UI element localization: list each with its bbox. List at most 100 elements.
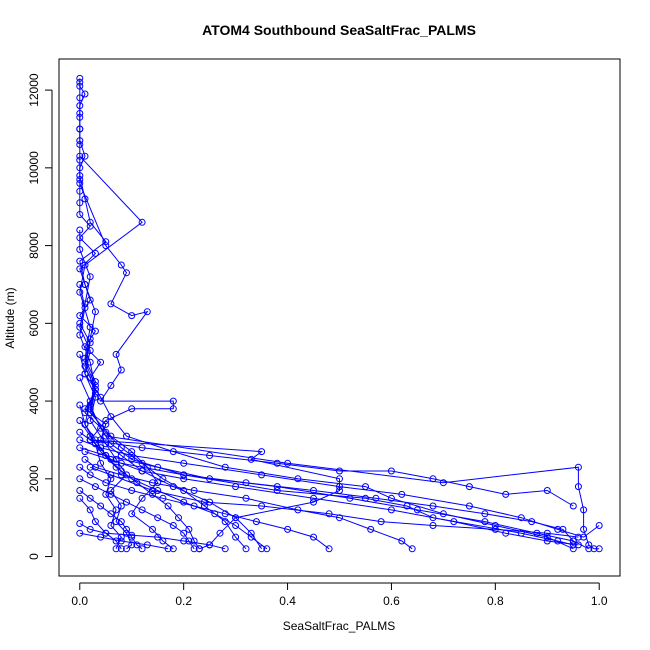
data-point	[107, 487, 115, 494]
data-point	[86, 397, 94, 405]
data-point	[580, 533, 588, 541]
data-point	[102, 417, 110, 424]
data-point	[76, 529, 84, 537]
data-point	[429, 475, 437, 483]
series-line	[79, 478, 195, 550]
data-point	[216, 529, 224, 537]
data-point	[81, 370, 89, 378]
data-point	[102, 529, 110, 537]
data-point	[159, 494, 167, 502]
data-point	[97, 459, 105, 467]
data-point	[169, 545, 177, 553]
data-point	[97, 502, 105, 510]
series-line	[79, 78, 263, 550]
data-point	[107, 382, 115, 389]
y-tick-label: 2000	[27, 465, 41, 492]
data-point	[543, 533, 551, 541]
data-point	[86, 471, 94, 479]
data-point	[310, 533, 317, 541]
data-point	[164, 502, 172, 510]
data-point	[336, 475, 343, 483]
data-point	[86, 339, 94, 347]
data-point	[76, 78, 84, 86]
data-point	[107, 471, 115, 479]
data-point	[481, 518, 489, 526]
data-point	[143, 541, 151, 549]
data-point	[149, 525, 156, 533]
data-point	[190, 502, 198, 510]
data-point	[367, 525, 375, 533]
data-point	[180, 498, 188, 506]
data-point	[175, 514, 182, 522]
data-point	[138, 494, 146, 502]
data-point	[102, 428, 110, 436]
data-point	[232, 533, 240, 541]
y-tick-label: 12000	[27, 73, 41, 107]
series-22	[86, 463, 582, 541]
data-point	[580, 506, 588, 514]
data-point	[398, 490, 406, 498]
data-point	[81, 455, 89, 463]
series-18	[76, 487, 146, 553]
y-tick-label: 6000	[27, 310, 41, 337]
data-point	[102, 432, 110, 440]
series-line	[79, 230, 574, 550]
data-point	[91, 327, 99, 335]
data-point	[258, 502, 266, 510]
data-point	[294, 475, 302, 483]
series-line	[79, 466, 330, 550]
series-17	[76, 475, 198, 553]
data-point	[86, 218, 94, 226]
data-point	[195, 545, 203, 553]
data-point	[585, 541, 593, 549]
data-point	[76, 199, 84, 207]
data-point	[465, 483, 473, 491]
x-tick-label: 0.2	[175, 594, 192, 608]
data-point	[206, 452, 214, 459]
data-point	[325, 545, 333, 553]
x-tick-label: 0.0	[71, 594, 88, 608]
data-point	[76, 94, 84, 102]
data-point	[138, 218, 146, 226]
data-point	[123, 269, 130, 277]
data-point	[76, 350, 84, 358]
data-point	[377, 518, 385, 526]
data-point	[128, 510, 136, 518]
series-16	[76, 463, 333, 553]
data-point	[284, 459, 292, 467]
data-point	[117, 459, 125, 467]
data-point	[112, 518, 120, 526]
data-point	[169, 405, 177, 413]
data-point	[180, 529, 188, 537]
data-point	[107, 522, 115, 529]
data-point	[76, 265, 84, 273]
data-point	[112, 506, 120, 514]
data-point	[569, 537, 577, 545]
data-point	[325, 510, 333, 518]
series-23	[81, 448, 577, 545]
data-point	[102, 242, 110, 250]
data-point	[76, 417, 84, 424]
data-point	[387, 506, 395, 514]
series-line	[79, 523, 226, 550]
data-point	[128, 487, 136, 494]
data-point	[429, 502, 437, 510]
data-point	[76, 125, 84, 133]
data-point	[221, 463, 229, 471]
data-point	[429, 514, 437, 522]
data-point	[595, 522, 603, 529]
data-point	[149, 479, 156, 487]
data-point	[112, 455, 120, 463]
series-21	[76, 529, 172, 553]
data-point	[97, 444, 105, 452]
data-point	[76, 109, 84, 117]
data-point	[76, 520, 84, 527]
data-point	[180, 475, 188, 483]
data-point	[543, 537, 551, 545]
data-point	[465, 502, 473, 510]
data-point	[86, 436, 94, 444]
data-point	[164, 545, 172, 553]
data-point	[76, 141, 84, 148]
data-point	[528, 518, 536, 526]
data-point	[123, 545, 130, 553]
